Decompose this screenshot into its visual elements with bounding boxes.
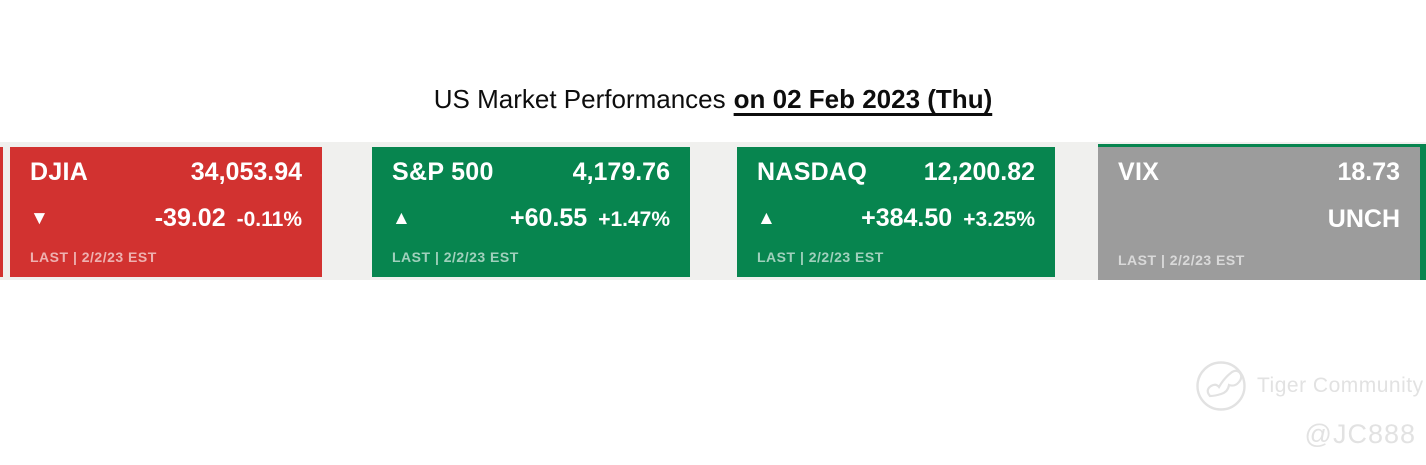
timestamp-label: LAST | 2/2/23 EST — [1118, 252, 1245, 268]
timestamp-label: LAST | 2/2/23 EST — [757, 249, 884, 265]
market-card-vix[interactable]: VIX 18.73 UNCH LAST | 2/2/23 EST — [1098, 147, 1420, 280]
last-price: 4,179.76 — [572, 158, 670, 186]
market-card-nasdaq[interactable]: NASDAQ 12,200.82 ▲ +384.50 +3.25% LAST |… — [737, 147, 1055, 277]
page-title: US Market Performances on 02 Feb 2023 (Th… — [0, 84, 1426, 114]
change-value: -39.02 — [154, 203, 226, 232]
change-percent: -0.11% — [236, 207, 302, 231]
change-value: +384.50 — [861, 203, 953, 232]
last-price: 18.73 — [1337, 158, 1400, 186]
market-card-djia[interactable]: DJIA 34,053.94 ▼ -39.02 -0.11% LAST | 2/… — [10, 147, 322, 277]
index-name: VIX — [1118, 158, 1160, 186]
vix-card-green-backdrop: VIX 18.73 UNCH LAST | 2/2/23 EST — [1098, 144, 1426, 280]
timestamp-label: LAST | 2/2/23 EST — [392, 249, 519, 265]
index-name: DJIA — [30, 158, 89, 186]
last-price: 12,200.82 — [923, 158, 1035, 186]
title-text: US Market Performances — [433, 84, 726, 114]
timestamp-label: LAST | 2/2/23 EST — [30, 249, 157, 265]
change-percent: +3.25% — [963, 207, 1035, 231]
triangle-up-icon: ▲ — [392, 207, 411, 229]
last-price: 34,053.94 — [190, 158, 302, 186]
change-value: UNCH — [1327, 205, 1400, 233]
triangle-up-icon: ▲ — [757, 207, 776, 229]
tiger-community-logo-icon — [1195, 360, 1247, 412]
triangle-down-icon: ▼ — [30, 207, 49, 229]
watermark-username: @JC888 — [1304, 419, 1416, 449]
watermark-community-name: Tiger Community — [1257, 374, 1424, 397]
index-name: NASDAQ — [757, 158, 868, 186]
change-value: +60.55 — [510, 203, 588, 232]
change-percent: +1.47% — [598, 207, 670, 231]
title-date-underlined: on 02 Feb 2023 (Thu) — [733, 84, 993, 114]
market-card-sp500[interactable]: S&P 500 4,179.76 ▲ +60.55 +1.47% LAST | … — [372, 147, 690, 277]
partial-card-left-edge — [0, 147, 3, 277]
index-name: S&P 500 — [392, 158, 494, 186]
